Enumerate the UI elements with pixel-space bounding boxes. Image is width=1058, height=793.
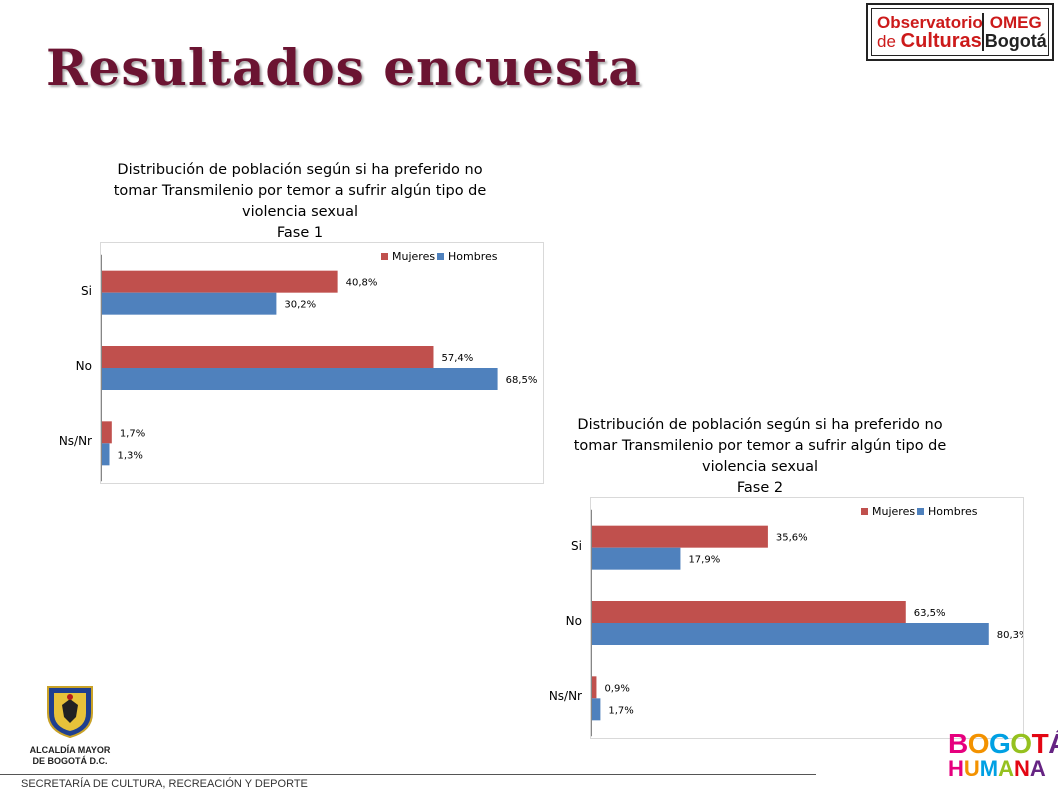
bogota-humana-line1: BOGOTÁ <box>948 728 1058 759</box>
chart-2-title-line-3: Fase 2 <box>736 480 784 496</box>
bogota-humana-line2: HUMANA <box>948 756 1046 781</box>
data-label-ns-nr-hombres: 1,3% <box>118 450 143 461</box>
legend-swatch-hombres <box>437 253 444 260</box>
footer-divider <box>0 774 816 775</box>
bar-si-hombres <box>102 292 277 315</box>
bar-si-mujeres <box>592 525 768 548</box>
category-label-no: No <box>565 614 582 628</box>
chart-1-title-line-2: violencia sexual <box>241 204 359 220</box>
data-label-ns-nr-mujeres: 0,9% <box>604 683 629 694</box>
data-label-no-mujeres: 57,4% <box>441 353 473 364</box>
chart-2-title: Distribución de población según si ha pr… <box>500 415 1020 499</box>
data-label-si-hombres: 17,9% <box>688 555 720 566</box>
data-label-no-mujeres: 63,5% <box>914 608 946 619</box>
logo-bogota-text: Bogotá <box>984 31 1047 51</box>
chart-1-svg: Mujeres Hombres 40,8% 30,2% 57,4% 68,5% 1,7% 1,… <box>101 250 538 482</box>
legend-label-hombres: Hombres <box>928 505 978 518</box>
legend-swatch-mujeres <box>381 253 388 260</box>
bar-no-hombres <box>102 368 498 390</box>
bar-ns-nr-mujeres <box>102 421 112 444</box>
data-label-no-hombres: 68,5% <box>506 375 538 386</box>
chart-2-svg: Mujeres Hombres 35,6% 17,9% 63,5% 80,3% 0,9% 1,… <box>591 505 1023 737</box>
chart-1: Mujeres Hombres 40,8% 30,2% 57,4% 68,5% 1,7% 1,… <box>100 242 544 484</box>
data-label-no-hombres: 80,3% <box>997 630 1023 641</box>
data-label-ns-nr-mujeres: 1,7% <box>120 428 145 439</box>
category-label-si: Si <box>81 283 92 298</box>
chart-1-title-line-3: Fase 1 <box>276 225 324 241</box>
crest-caption-line1: ALCALDÍA MAYOR <box>29 745 111 755</box>
bogota-humana-logo: BOGOTÁ HUMANA <box>948 728 1058 781</box>
page-title: Resultados encuesta <box>46 38 642 97</box>
bar-ns-nr-hombres <box>102 443 110 466</box>
bar-ns-nr-mujeres <box>592 676 597 699</box>
data-label-si-mujeres: 35,6% <box>776 533 808 544</box>
observatorio-culturas-logo: Observatorio de Culturas OMEG Bogotá <box>866 3 1054 61</box>
bar-si-mujeres <box>102 270 338 293</box>
chart-2-title-line-2: violencia sexual <box>701 459 819 475</box>
legend-swatch-mujeres <box>861 508 868 515</box>
footer-org-text: SECRETARÍA DE CULTURA, RECREACIÓN Y DEPO… <box>21 778 308 790</box>
category-label-si: Si <box>571 538 582 553</box>
chart-2: Mujeres Hombres 35,6% 17,9% 63,5% 80,3% 0,9% 1,… <box>590 497 1024 739</box>
chart-1-title-line-1: tomar Transmilenio por temor a sufrir al… <box>113 183 487 199</box>
bar-ns-nr-hombres <box>592 698 601 721</box>
crest-shield-icon <box>47 686 93 739</box>
data-label-si-hombres: 30,2% <box>284 300 316 311</box>
legend-label-mujeres: Mujeres <box>392 250 435 263</box>
category-label-ns-nr: Ns/Nr <box>548 689 582 704</box>
category-label-ns-nr: Ns/Nr <box>58 434 92 449</box>
category-label-no: No <box>75 359 92 373</box>
legend-swatch-hombres <box>917 508 924 515</box>
bar-si-hombres <box>592 547 681 570</box>
bar-no-hombres <box>592 623 989 645</box>
data-label-si-mujeres: 40,8% <box>346 278 378 289</box>
chart-1-title: Distribución de población según si ha pr… <box>40 160 560 244</box>
logo-observatorio-text: Observatorio <box>877 13 983 32</box>
alcaldia-crest-logo: ALCALDÍA MAYOR DE BOGOTÁ D.C. <box>20 683 120 767</box>
chart-2-title-line-0: Distribución de población según si ha pr… <box>577 417 943 433</box>
chart-1-title-line-0: Distribución de población según si ha pr… <box>117 162 483 178</box>
data-label-ns-nr-hombres: 1,7% <box>608 705 633 716</box>
crest-caption-line2: DE BOGOTÁ D.C. <box>32 756 108 766</box>
logo-de-text: de <box>877 32 896 51</box>
legend-label-mujeres: Mujeres <box>872 505 915 518</box>
bar-no-mujeres <box>102 346 434 368</box>
bar-no-mujeres <box>592 601 906 623</box>
logo-omeg-text: OMEG <box>989 13 1042 32</box>
logo-culturas-text: Culturas <box>900 30 982 52</box>
chart-2-title-line-1: tomar Transmilenio por temor a sufrir al… <box>573 438 947 454</box>
legend-label-hombres: Hombres <box>448 250 498 263</box>
